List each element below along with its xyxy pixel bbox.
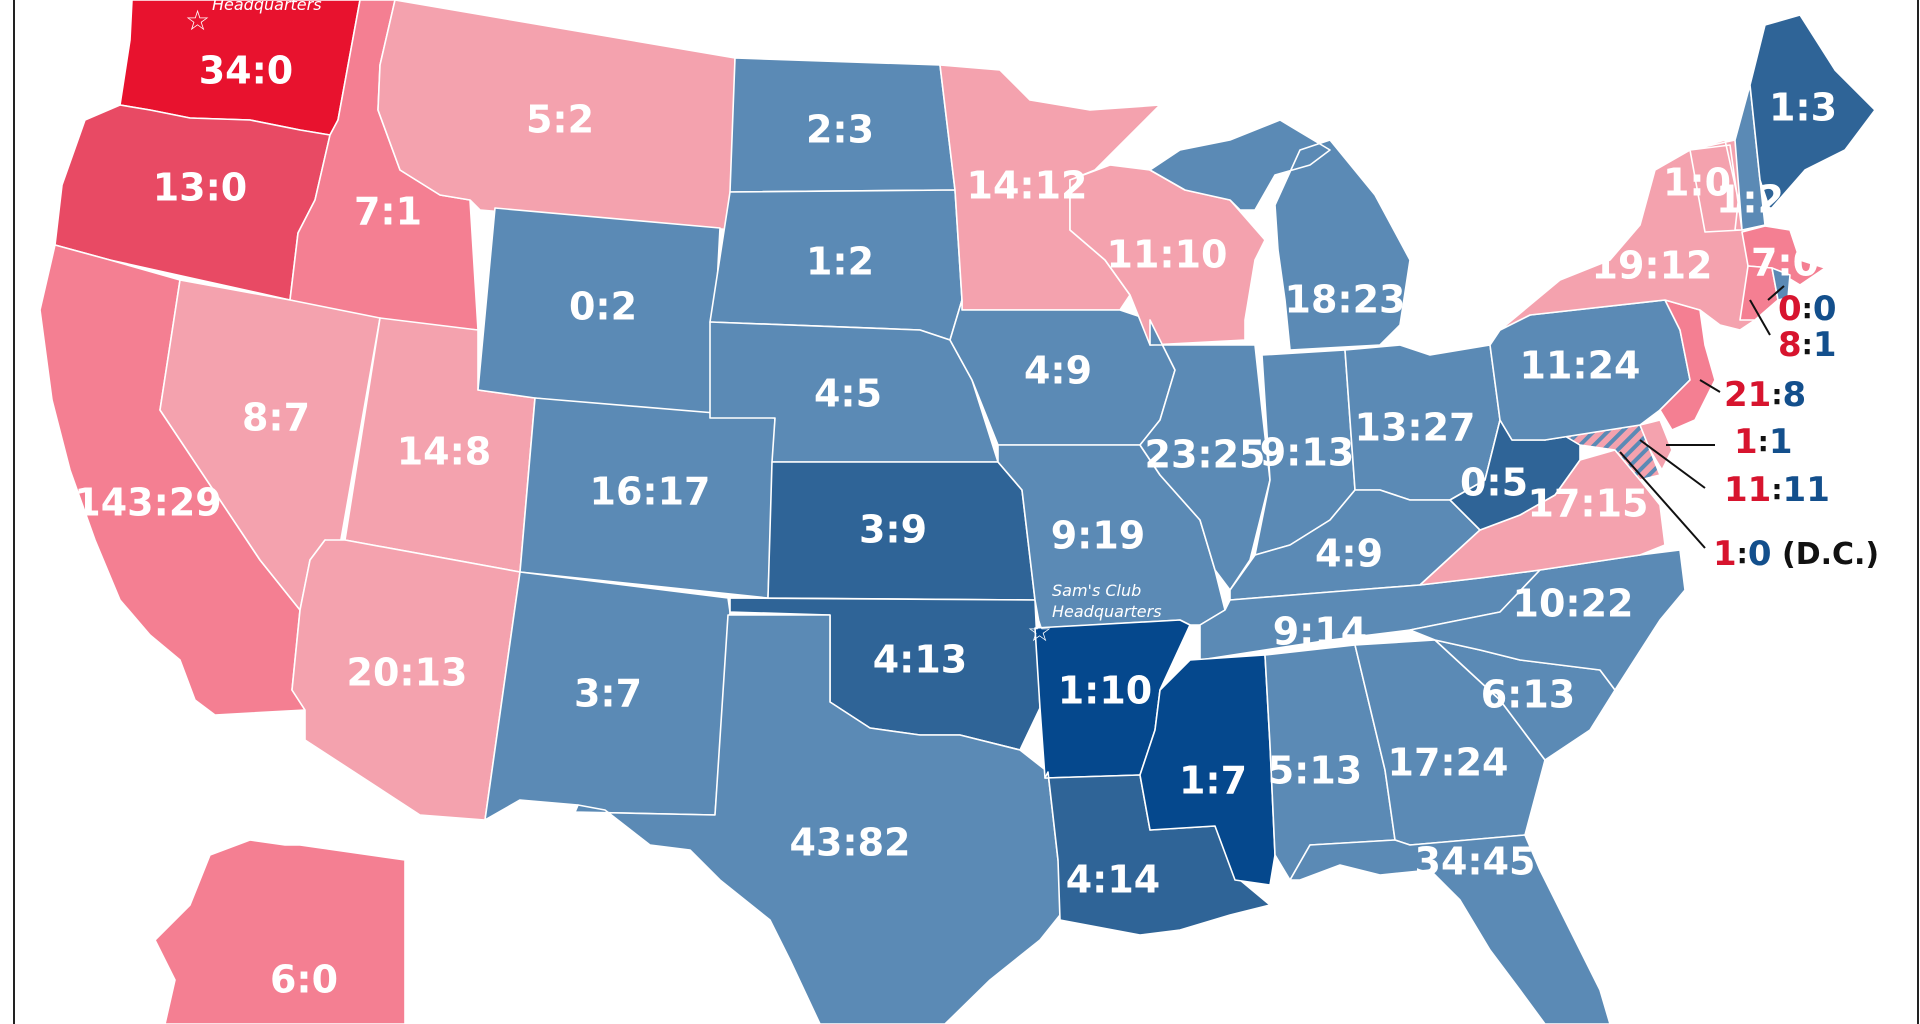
state-label-id: 7:1: [354, 190, 422, 234]
callout-md: 11:11: [1724, 470, 1830, 510]
sams-club-hq-star-icon: ☆: [1027, 615, 1052, 648]
callout-dc: 1:0 (D.C.): [1713, 534, 1879, 574]
state-label-fl: 34:45: [1415, 840, 1536, 884]
state-label-or: 13:0: [153, 166, 248, 210]
state-label-co: 16:17: [590, 470, 711, 514]
state-nh[interactable]: [1734, 84, 1766, 231]
state-label-tn: 9:14: [1273, 610, 1368, 654]
state-il[interactable]: [1139, 319, 1271, 591]
state-label-sc: 6:13: [1481, 673, 1576, 717]
sams-club-hq-label-line1: Sam's Club: [1052, 581, 1141, 600]
state-label-oh: 13:27: [1355, 406, 1476, 450]
state-label-mi: 18:23: [1285, 278, 1406, 322]
state-label-ny: 19:12: [1592, 244, 1713, 288]
state-label-il: 23:25: [1145, 433, 1266, 477]
state-label-wy: 0:2: [569, 285, 637, 329]
state-label-sd: 1:2: [806, 240, 874, 284]
callout-leaders: [1619, 285, 1785, 549]
state-label-al: 5:13: [1268, 749, 1363, 793]
callout-ri: 0:0: [1778, 289, 1837, 329]
state-label-ar: 1:10: [1058, 669, 1153, 713]
callout-de: 1:1: [1734, 422, 1793, 462]
leader-ri: [1767, 285, 1785, 301]
costco-hq-label: Headquarters: [212, 0, 322, 14]
sams-club-hq-label-line2: Headquarters: [1052, 602, 1162, 621]
state-label-ne: 4:5: [814, 372, 882, 416]
leader-ct: [1749, 299, 1771, 336]
state-label-ky: 4:9: [1315, 532, 1383, 576]
state-label-tx: 43:82: [790, 821, 911, 865]
leader-nj: [1699, 379, 1721, 393]
state-label-wi: 11:10: [1107, 233, 1228, 277]
map-frame: [13, 0, 1919, 1024]
state-label-mt: 5:2: [526, 98, 594, 142]
costco-hq-marker: ☆ Headquarters: [185, 0, 322, 37]
callout-nj: 21:8: [1724, 375, 1806, 415]
state-label-ma: 7:0: [1751, 241, 1819, 285]
state-label-nh: 1:2: [1716, 178, 1784, 222]
sams-club-hq-marker: ☆ Sam's Club Headquarters: [1027, 581, 1162, 648]
state-me[interactable]: [1749, 14, 1876, 211]
state-ct[interactable]: [1739, 265, 1779, 321]
state-label-nm: 3:7: [574, 672, 642, 716]
state-label-nc: 10:22: [1513, 582, 1634, 626]
state-label-mn: 14:12: [967, 164, 1088, 208]
state-label-pa: 11:24: [1520, 344, 1641, 388]
state-label-vt: 1:0: [1663, 161, 1731, 205]
state-label-ut: 14:8: [397, 430, 492, 474]
state-label-la: 4:14: [1066, 858, 1161, 902]
callout-ct: 8:1: [1778, 325, 1837, 365]
state-label-ca: 143:29: [74, 481, 221, 525]
state-label-nv: 8:7: [242, 396, 310, 440]
state-label-ms: 1:7: [1179, 759, 1247, 803]
state-tx[interactable]: [574, 614, 1069, 1024]
state-nj[interactable]: [1659, 299, 1716, 431]
state-label-wv: 0:5: [1460, 461, 1528, 505]
state-label-mo: 9:19: [1051, 514, 1146, 558]
state-mi[interactable]: [1149, 119, 1411, 351]
state-labels: 34:0 13:0 143:29 7:1 8:7 14:8 20:13 5:2 0:2 16:17…: [74, 49, 1837, 1002]
state-label-va: 17:15: [1528, 482, 1649, 526]
state-label-ks: 3:9: [859, 508, 927, 552]
state-label-ok: 4:13: [873, 638, 968, 682]
costco-hq-star-icon: ☆: [185, 4, 210, 37]
leader-md: [1639, 439, 1706, 489]
state-fl[interactable]: [1289, 834, 1611, 1024]
state-label-nd: 2:3: [806, 108, 874, 152]
state-label-ak: 6:0: [270, 958, 338, 1002]
state-label-ga: 17:24: [1388, 741, 1509, 785]
state-label-wa: 34:0: [199, 49, 294, 93]
state-label-az: 20:13: [347, 651, 468, 695]
callouts: 0:08:1 21:8 1:1 11:11 1:0 (D.C.): [1713, 289, 1879, 574]
state-ak[interactable]: [154, 839, 406, 1024]
state-label-in: 9:13: [1260, 431, 1355, 475]
state-label-me: 1:3: [1769, 86, 1837, 130]
state-label-ia: 4:9: [1024, 349, 1092, 393]
leader-dc: [1619, 451, 1706, 549]
